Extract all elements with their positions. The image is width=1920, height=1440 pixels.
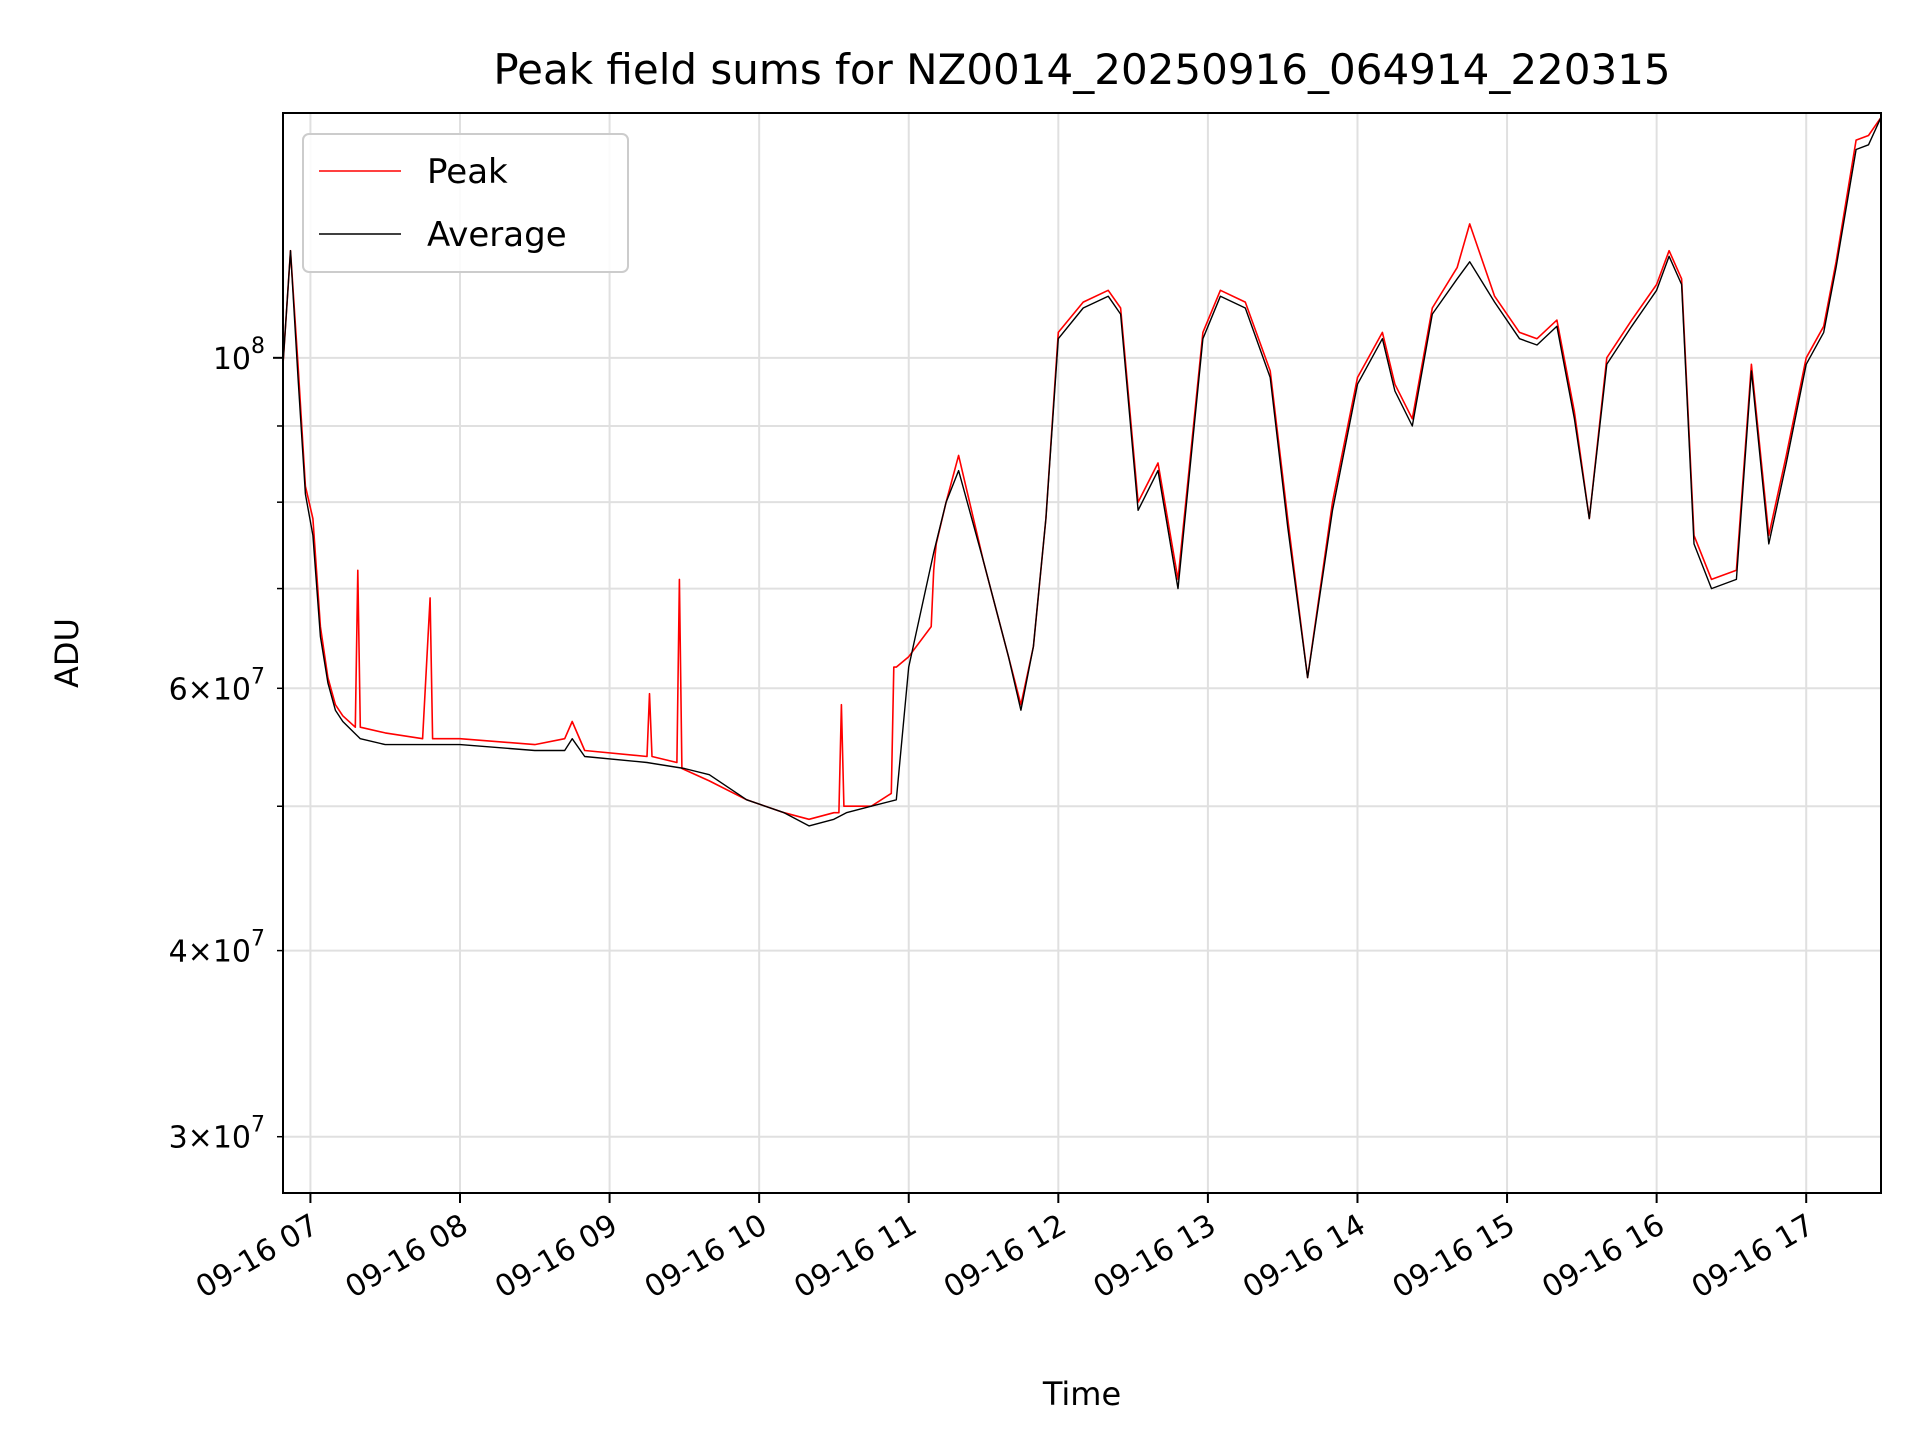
- y-tick-times: ×: [188, 935, 213, 970]
- y-axis-label: ADU: [48, 618, 86, 688]
- y-tick-mantissa: 4: [169, 935, 188, 970]
- y-tick-times: ×: [188, 1121, 213, 1156]
- y-tick-base: 10: [213, 342, 251, 377]
- y-tick-label: 6×107: [169, 664, 265, 707]
- grid: [283, 113, 1881, 1193]
- series-line-average: [282, 117, 1882, 827]
- y-tick-mantissa: 6: [169, 672, 188, 707]
- x-axis-label: Time: [1042, 1375, 1121, 1413]
- y-tick-base: 10: [213, 1121, 251, 1156]
- series-group: [282, 116, 1882, 827]
- y-tick-label: 3×107: [169, 1113, 265, 1156]
- chart-title: Peak field sums for NZ0014_20250916_0649…: [493, 45, 1670, 94]
- y-tick-times: ×: [188, 672, 213, 707]
- y-tick-exponent: 7: [251, 927, 265, 952]
- y-tick-exponent: 7: [251, 1113, 265, 1138]
- y-tick-base: 10: [213, 672, 251, 707]
- legend-label-average: Average: [427, 215, 567, 255]
- legend-label-peak: Peak: [427, 152, 508, 192]
- y-tick-exponent: 7: [251, 664, 265, 689]
- y-tick-base: 10: [213, 935, 251, 970]
- y-tick-label: 108: [213, 334, 265, 377]
- y-tick-label: 4×107: [169, 927, 265, 970]
- y-tick-mantissa: 3: [169, 1121, 188, 1156]
- plot-frame: [282, 112, 1882, 1194]
- y-tick-exponent: 8: [251, 334, 265, 359]
- legend: Peak Average: [302, 133, 629, 273]
- legend-box: [302, 133, 629, 273]
